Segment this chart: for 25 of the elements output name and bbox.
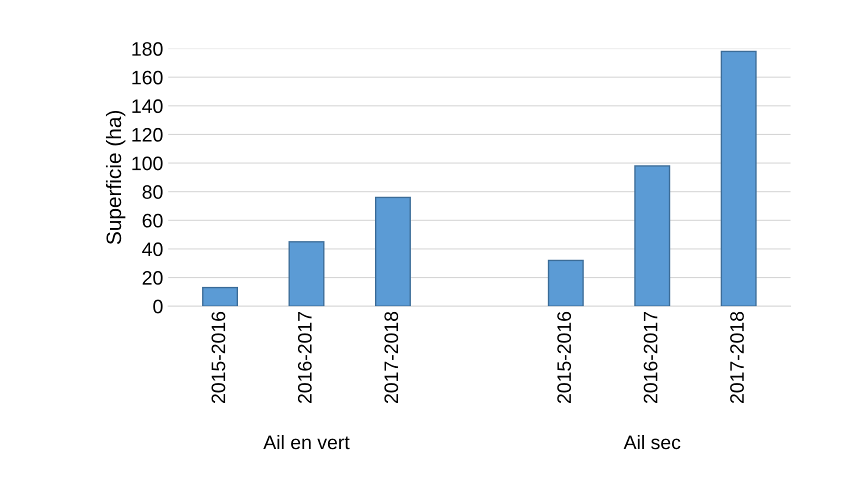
- bar: [634, 165, 670, 306]
- text: Ail en vert: [263, 434, 350, 450]
- bar: [548, 260, 584, 306]
- y-tick-label: 80: [142, 185, 163, 199]
- x-tick-label: 2015-2016: [212, 312, 226, 404]
- x-tick-label: 2016-2017: [644, 312, 658, 404]
- y-tick-label: 60: [142, 214, 163, 228]
- bar: [720, 50, 757, 306]
- y-tick-label: 180: [132, 42, 163, 56]
- bar: [374, 196, 411, 306]
- y-tick-label: 140: [132, 99, 163, 114]
- y-tick-label: 0: [153, 300, 163, 314]
- text: Ail sec: [624, 434, 680, 450]
- y-tick-label: 160: [132, 70, 163, 84]
- x-tick-label: 2015-2016: [557, 312, 572, 404]
- y-tick-label: 120: [132, 128, 163, 142]
- y-tick-label: 40: [142, 242, 163, 256]
- y-tick-label: 20: [142, 271, 163, 285]
- y-axis-title: Superficie (ha): [106, 110, 126, 244]
- x-tick-label: 2016-2017: [298, 312, 312, 404]
- bar: [288, 241, 324, 306]
- bar: [202, 286, 238, 306]
- y-tick-label: 100: [132, 156, 163, 170]
- x-tick-label: 2017-2018: [730, 312, 744, 404]
- x-tick-label: 2017-2018: [384, 312, 398, 404]
